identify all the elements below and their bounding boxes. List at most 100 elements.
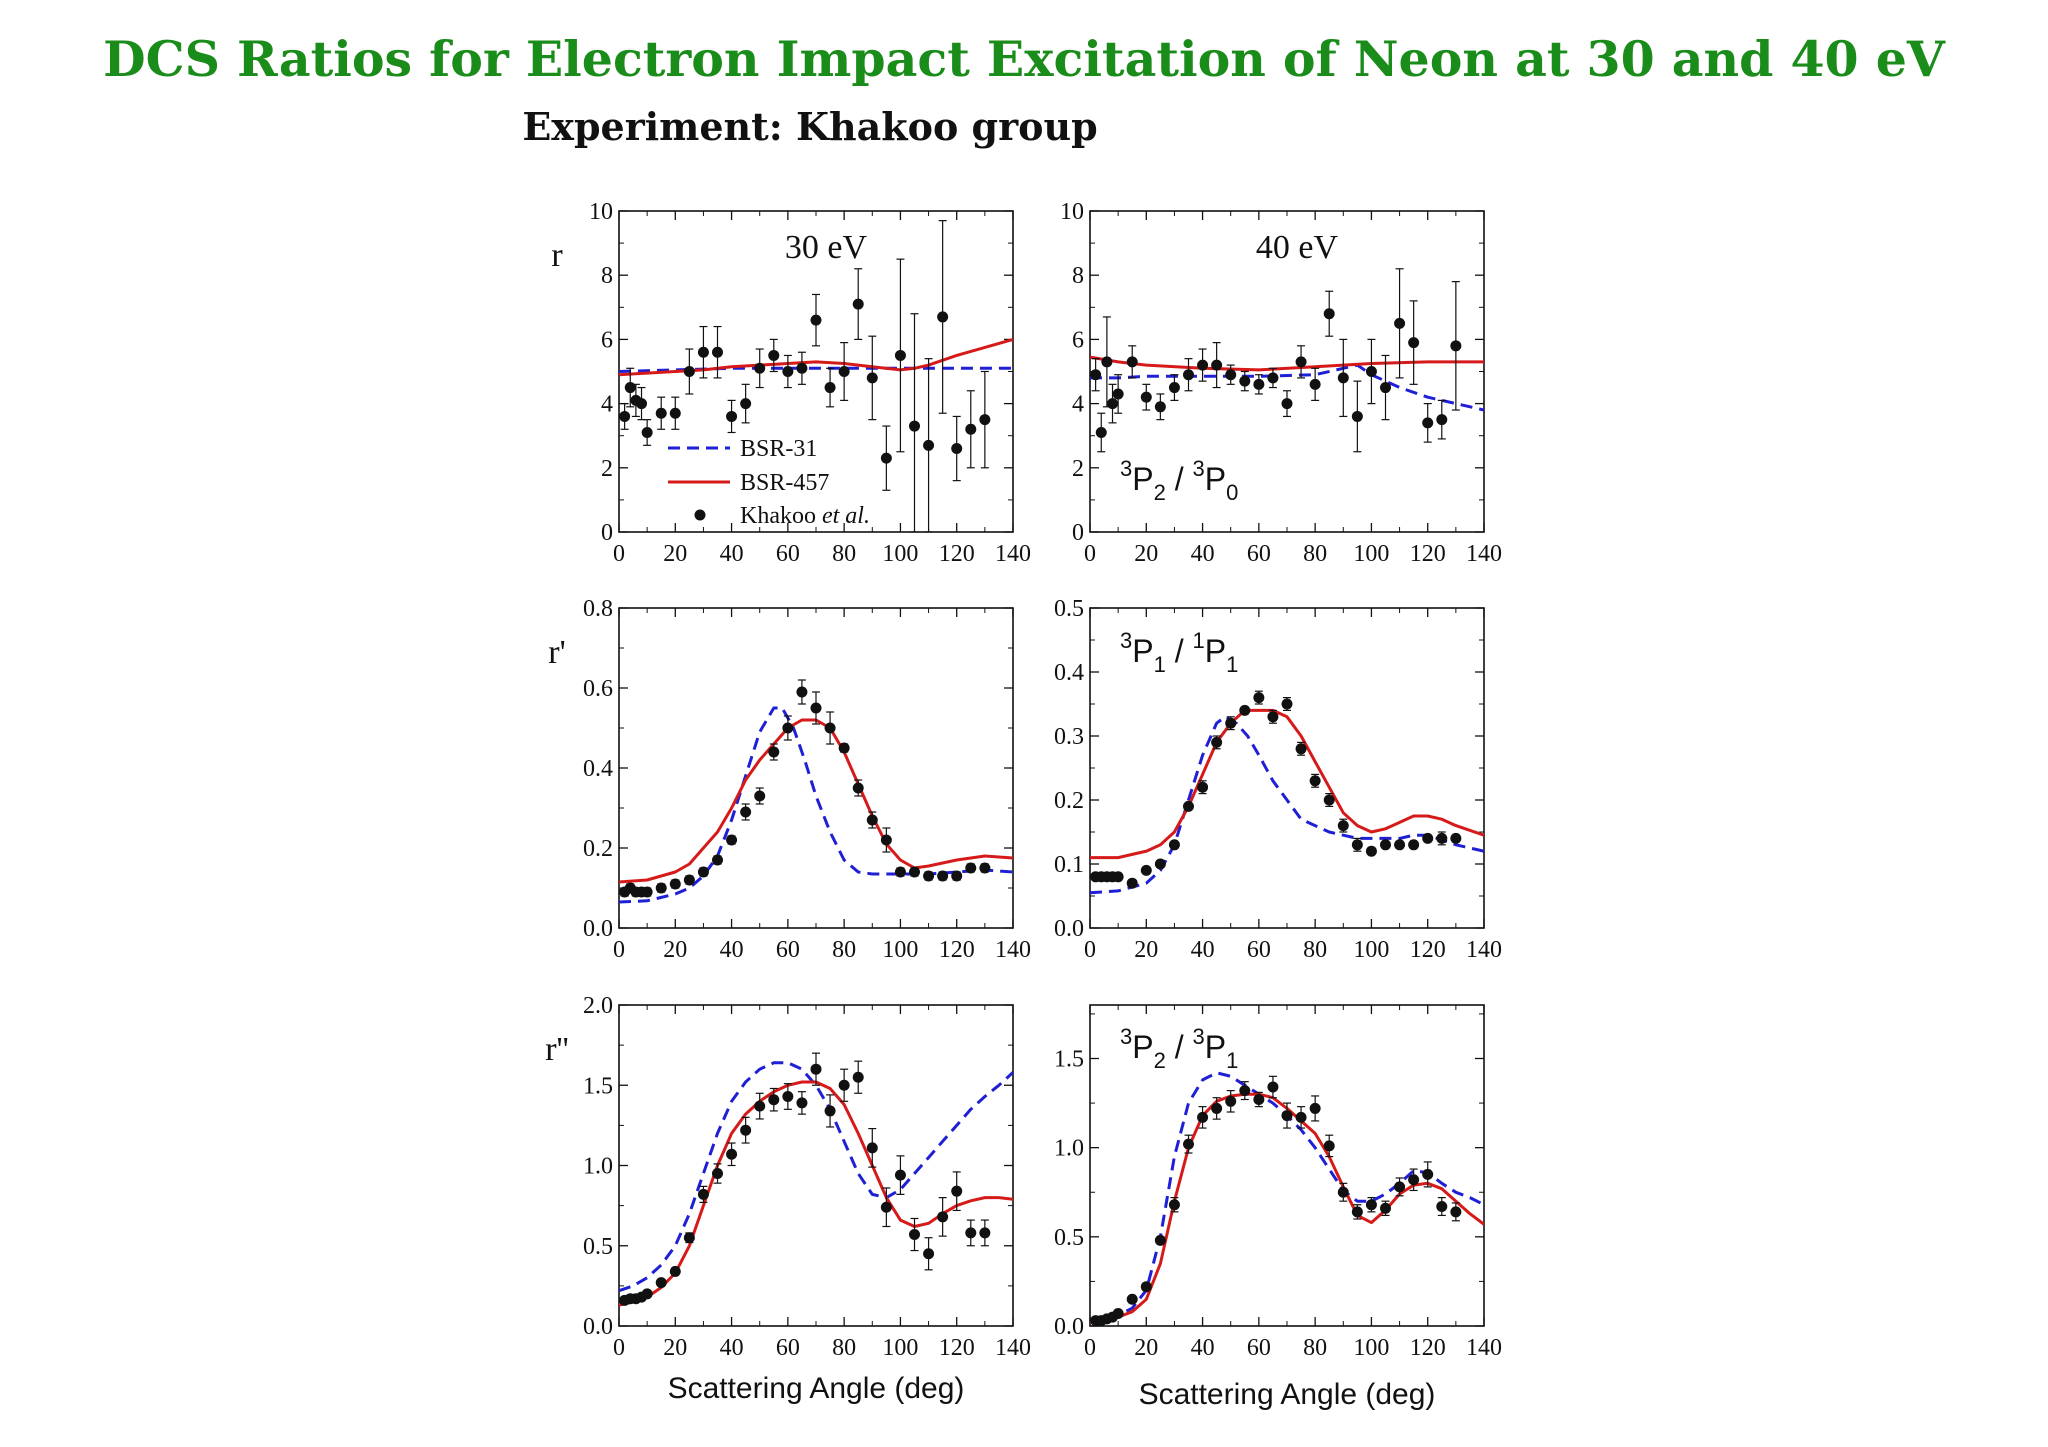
data-point (1140, 391, 1152, 403)
data-point (712, 854, 723, 866)
data-point (1095, 426, 1107, 438)
data-point (1154, 858, 1166, 870)
data-point (1436, 414, 1448, 426)
data-point (683, 1232, 695, 1244)
data-point (810, 314, 822, 326)
panel-r-30eV: 0 20 40 60 80 100 120 140 0 2 4 6 8 10 r 30 eV (551, 199, 1031, 567)
bsr31-curve (619, 706, 1013, 904)
y-tick-label: 1.5 (583, 1073, 613, 1099)
x-tick-label: 20 (1134, 1335, 1158, 1361)
y-tick-label: 0.3 (1054, 724, 1084, 750)
energy-label: 40 eV (1256, 229, 1339, 266)
data-point (1450, 832, 1462, 844)
data-point (951, 870, 963, 882)
data-point (683, 366, 695, 377)
page-title: DCS Ratios for Electron Impact Excitatio… (103, 30, 1945, 88)
y-tick-label: 0 (601, 520, 613, 546)
x-tick-label: 60 (776, 1335, 800, 1361)
y-tick-label: 6 (1072, 327, 1084, 353)
data-point (726, 410, 738, 422)
data-point (1183, 800, 1194, 812)
data-point (1309, 775, 1321, 787)
data-point (655, 407, 667, 419)
x-tick-label: 20 (1134, 541, 1158, 567)
data-point (669, 878, 681, 890)
panel-rp-30eV: 0 20 40 60 80 100 120 140 0.0 0.2 0.4 0.6 0.8 r' (548, 596, 1031, 963)
data-point (909, 866, 920, 878)
data-point (1168, 1199, 1180, 1211)
x-tick-label: 40 (1191, 937, 1215, 963)
data-point (740, 1124, 752, 1136)
data-point (1225, 1095, 1237, 1107)
data-point (1450, 340, 1462, 352)
x-tick-label: 120 (939, 541, 975, 567)
x-tick-label: 120 (1410, 541, 1446, 567)
data-point (1126, 877, 1138, 889)
x-tick-label: 20 (1134, 937, 1158, 963)
data-point (1253, 1094, 1265, 1106)
y-tick-label: 0.4 (583, 756, 613, 782)
x-tick-label: 120 (939, 937, 975, 963)
data-point (712, 346, 723, 358)
x-tick-label: 120 (939, 1335, 975, 1361)
data-point (1225, 369, 1237, 381)
y-tick-label: 4 (1072, 392, 1084, 418)
data-point (1090, 369, 1102, 381)
data-point (1267, 1081, 1279, 1093)
data-point (1380, 1202, 1391, 1214)
data-point (937, 311, 949, 323)
data-point (726, 834, 738, 846)
data-point (1365, 1199, 1377, 1211)
data-point (1422, 832, 1434, 844)
data-point (951, 1185, 963, 1197)
data-point (1239, 375, 1251, 387)
data-point (768, 1094, 780, 1106)
x-tick-label: 100 (1353, 541, 1389, 567)
data-point (754, 1100, 766, 1112)
bsr457-curve (1090, 708, 1484, 860)
data-point (1126, 1293, 1138, 1305)
x-tick-label: 140 (1466, 1335, 1502, 1361)
data-point (1394, 1181, 1406, 1193)
x-tick-label: 100 (1353, 937, 1389, 963)
y-axis-label: r (551, 237, 563, 274)
y-tick-label: 0 (1072, 520, 1084, 546)
x-tick-label: 40 (720, 1335, 744, 1361)
y-tick-label: 0.0 (1054, 916, 1084, 942)
y-tick-label: 0.0 (583, 1314, 613, 1340)
data-point (1380, 382, 1391, 394)
x-tick-label: 140 (1466, 541, 1502, 567)
bsr457-curve (1090, 355, 1484, 372)
data-point (1295, 743, 1307, 755)
y-tick-label: 10 (1060, 199, 1084, 225)
data-point (866, 1142, 878, 1154)
data-point (1140, 1281, 1152, 1293)
data-point (852, 298, 864, 310)
data-point (1295, 356, 1307, 368)
x-tick-label: 100 (1353, 1335, 1389, 1361)
panel-r-40eV: 0 20 40 60 80 100 120 140 0 2 4 6 8 10 40 eV (1060, 199, 1502, 567)
data-point (1154, 1234, 1166, 1246)
data-point (1197, 781, 1209, 793)
x-axis-label: Scattering Angle (deg) (668, 1372, 965, 1405)
x-tick-label: 140 (995, 541, 1031, 567)
legend-bsr457-label: BSR-457 (740, 470, 829, 496)
y-tick-label: 0.1 (1054, 852, 1084, 878)
data-point (824, 382, 836, 394)
data-point (866, 814, 878, 826)
data-point (810, 702, 822, 714)
data-point (1107, 398, 1119, 410)
data-point (1450, 1206, 1462, 1218)
data-point (880, 452, 892, 464)
data-point (894, 866, 906, 878)
data-point (1337, 820, 1349, 832)
data-point (824, 722, 836, 734)
x-tick-label: 100 (882, 541, 918, 567)
data-point (641, 426, 653, 438)
data-point (697, 346, 709, 358)
data-point (1168, 839, 1180, 851)
data-point (965, 862, 977, 874)
data-point (683, 874, 695, 886)
y-tick-label: 0.0 (583, 916, 613, 942)
data-point (909, 1229, 920, 1241)
